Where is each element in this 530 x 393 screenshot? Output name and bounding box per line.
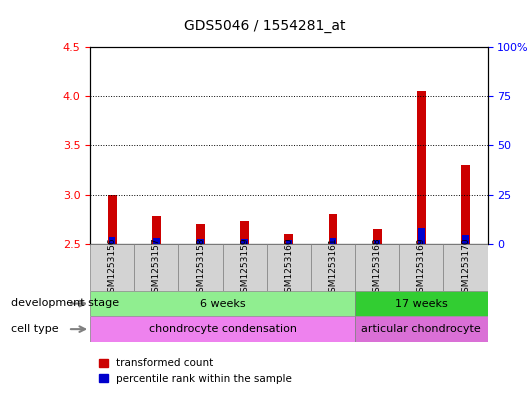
Bar: [196, 224, 205, 244]
FancyBboxPatch shape: [179, 244, 223, 291]
Bar: [109, 237, 116, 244]
FancyBboxPatch shape: [399, 244, 444, 291]
Bar: [462, 235, 469, 244]
Text: cell type: cell type: [11, 324, 58, 334]
Text: GSM1253161: GSM1253161: [329, 237, 338, 298]
Text: GSM1253168: GSM1253168: [373, 237, 382, 298]
FancyBboxPatch shape: [311, 244, 355, 291]
Text: GSM1253158: GSM1253158: [196, 237, 205, 298]
Text: GDS5046 / 1554281_at: GDS5046 / 1554281_at: [184, 18, 346, 33]
Text: GSM1253157: GSM1253157: [152, 237, 161, 298]
Text: GSM1253169: GSM1253169: [417, 237, 426, 298]
FancyBboxPatch shape: [444, 244, 488, 291]
Text: GSM1253160: GSM1253160: [285, 237, 293, 298]
Text: 17 weeks: 17 weeks: [395, 299, 448, 309]
FancyBboxPatch shape: [134, 244, 179, 291]
Bar: [461, 165, 470, 244]
FancyBboxPatch shape: [90, 244, 134, 291]
Text: GSM1253159: GSM1253159: [240, 237, 249, 298]
FancyBboxPatch shape: [90, 291, 355, 316]
Text: GSM1253156: GSM1253156: [108, 237, 117, 298]
FancyBboxPatch shape: [355, 244, 399, 291]
Legend: transformed count, percentile rank within the sample: transformed count, percentile rank withi…: [95, 354, 296, 388]
Text: 6 weeks: 6 weeks: [200, 299, 245, 309]
Bar: [108, 195, 117, 244]
Bar: [418, 228, 425, 244]
FancyBboxPatch shape: [90, 316, 355, 342]
Bar: [240, 221, 249, 244]
Bar: [286, 240, 292, 244]
Bar: [373, 229, 382, 244]
Bar: [330, 238, 337, 244]
Bar: [152, 216, 161, 244]
FancyBboxPatch shape: [355, 316, 488, 342]
Bar: [417, 92, 426, 244]
Text: GSM1253170: GSM1253170: [461, 237, 470, 298]
Bar: [241, 239, 248, 244]
Text: development stage: development stage: [11, 298, 119, 309]
Bar: [153, 238, 160, 244]
Text: chondrocyte condensation: chondrocyte condensation: [148, 324, 297, 334]
Bar: [329, 214, 338, 244]
Bar: [374, 240, 381, 244]
Bar: [285, 234, 293, 244]
Bar: [197, 239, 204, 244]
FancyBboxPatch shape: [223, 244, 267, 291]
FancyBboxPatch shape: [267, 244, 311, 291]
Text: articular chondrocyte: articular chondrocyte: [361, 324, 481, 334]
FancyBboxPatch shape: [355, 291, 488, 316]
